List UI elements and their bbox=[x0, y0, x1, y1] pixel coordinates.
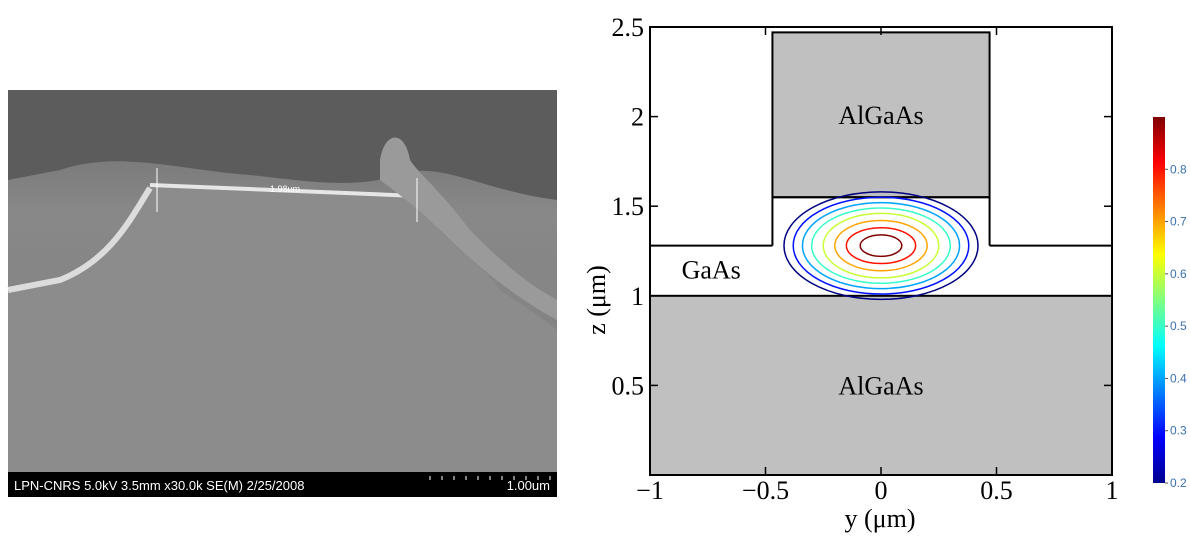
colorbar-tick-label: 0.2 bbox=[1170, 476, 1187, 490]
sem-sky bbox=[8, 90, 557, 200]
sem-image: LPN-CNRS 5.0kV 3.5mm x30.0k SE(M) 2/25/2… bbox=[7, 90, 557, 497]
x-tick-label: 0 bbox=[875, 476, 888, 505]
sem-info: LPN-CNRS 5.0kV 3.5mm x30.0k SE(M) 2/25/2… bbox=[14, 478, 304, 493]
sem-ridge bbox=[8, 185, 557, 472]
x-tick-label: 1 bbox=[1106, 476, 1119, 505]
contour bbox=[845, 226, 917, 265]
contour bbox=[801, 201, 961, 290]
x-tick-label: −1 bbox=[636, 476, 664, 505]
x-tick-label: 0.5 bbox=[980, 476, 1013, 505]
x-tick-label: −0.5 bbox=[742, 476, 789, 505]
y-tick-label: 1.5 bbox=[612, 192, 645, 221]
sem-ridge-top bbox=[149, 183, 419, 198]
colorbar-tick-label: 0.8 bbox=[1170, 162, 1187, 176]
sem-measurement: 1.98um bbox=[270, 184, 300, 194]
region-label: GaAs bbox=[682, 256, 741, 285]
colorbar-tick-label: 0.3 bbox=[1170, 424, 1187, 438]
contour bbox=[859, 234, 903, 258]
sem-scale-bar bbox=[429, 476, 551, 480]
sem-scale-label: 1.00um bbox=[507, 478, 550, 493]
region-label: AlGaAs bbox=[838, 371, 923, 400]
y-tick-label: 2 bbox=[631, 103, 644, 132]
colorbar-tick-label: 0.6 bbox=[1170, 267, 1187, 281]
y-tick-label: 0.5 bbox=[612, 371, 645, 400]
colorbar-tick-label: 0.5 bbox=[1170, 319, 1187, 333]
contour bbox=[810, 207, 952, 285]
contour bbox=[783, 191, 979, 301]
colorbar bbox=[1153, 117, 1165, 483]
colorbar-tick-label: 0.4 bbox=[1170, 371, 1187, 385]
sem-debris bbox=[380, 137, 557, 320]
y-axis-label: z (μm) bbox=[582, 265, 611, 335]
colorbar-tick-label: 0.7 bbox=[1170, 215, 1187, 229]
contour bbox=[834, 219, 928, 272]
sem-edge bbox=[7, 186, 153, 293]
region-label: AlGaAs bbox=[838, 101, 923, 130]
contour bbox=[792, 196, 970, 295]
x-axis-label: y (μm) bbox=[845, 504, 916, 533]
y-tick-label: 2.5 bbox=[612, 13, 645, 42]
contour bbox=[822, 212, 940, 279]
region bbox=[771, 31, 991, 199]
y-tick-label: 1 bbox=[631, 282, 644, 311]
